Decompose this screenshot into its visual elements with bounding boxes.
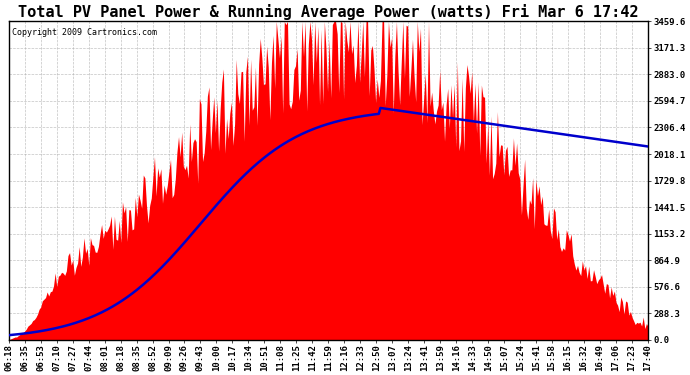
Title: Total PV Panel Power & Running Average Power (watts) Fri Mar 6 17:42: Total PV Panel Power & Running Average P… <box>18 4 639 20</box>
Text: Copyright 2009 Cartronics.com: Copyright 2009 Cartronics.com <box>12 28 157 37</box>
